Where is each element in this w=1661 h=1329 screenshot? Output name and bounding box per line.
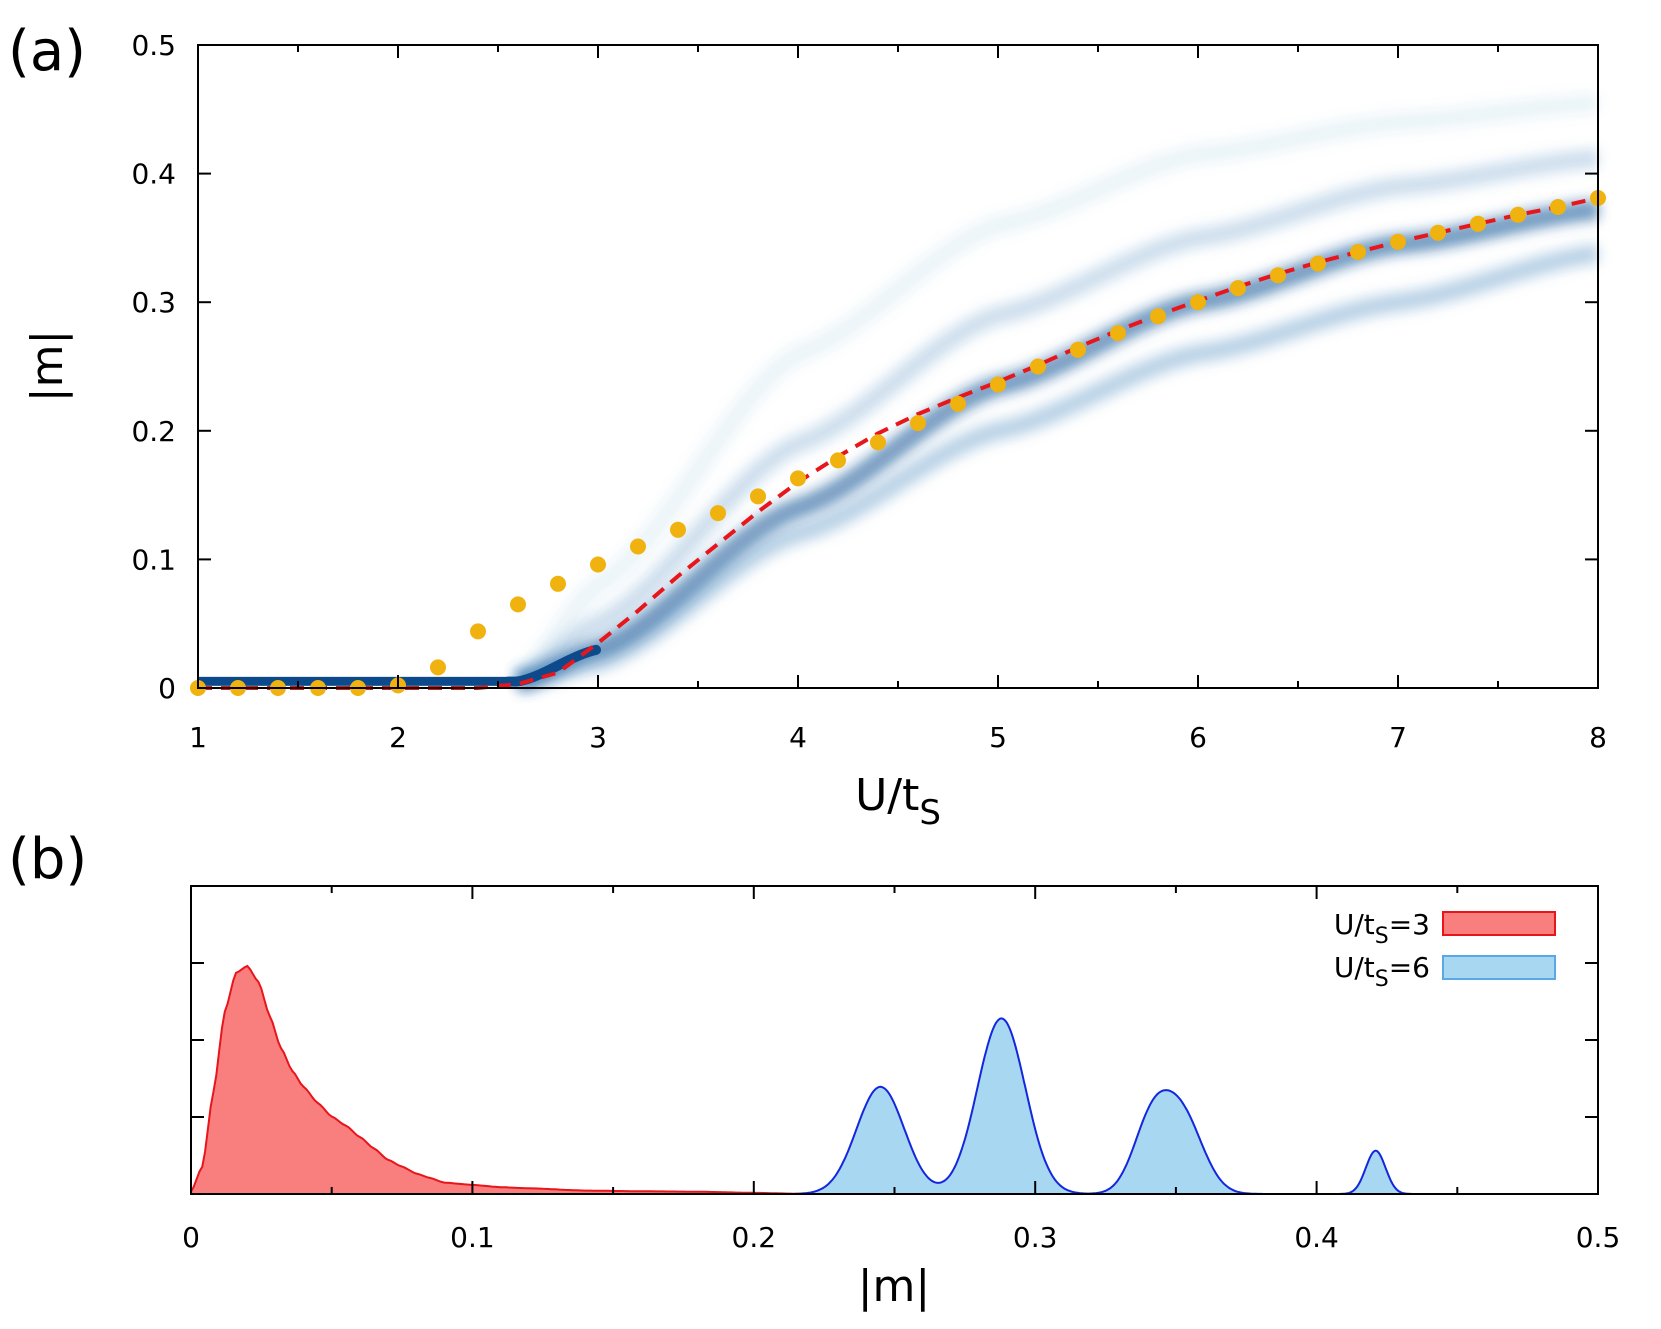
data-point: [710, 505, 726, 522]
data-point: [470, 623, 486, 640]
data-point: [1310, 255, 1326, 272]
x-tick-label: 3: [589, 721, 607, 754]
panel-b: (b) 0 0.1 0.2 0.3 0.4 0.5 |m| U/tS=3 U/tS=6: [8, 827, 1620, 1312]
area-series-u6: [795, 1017, 1430, 1195]
data-point: [630, 538, 646, 555]
x-tick-label: 6: [1189, 721, 1207, 754]
data-point: [1190, 294, 1206, 311]
heatmap-branch-core: [517, 249, 1599, 686]
y-tick-label: 0.1: [131, 543, 176, 576]
y-tick-label: 0.5: [131, 29, 176, 62]
data-point: [1390, 233, 1406, 250]
data-point: [1150, 308, 1166, 325]
panel-a-y-axis-title: |m|: [22, 330, 73, 403]
data-point: [870, 434, 886, 451]
area-series-u3: [190, 964, 811, 1195]
x-tick-label: 7: [1389, 721, 1407, 754]
panel-a-x-axis-title-subscript: S: [919, 793, 941, 833]
x-tick-label: 0.3: [1013, 1221, 1058, 1254]
data-point: [1550, 199, 1566, 215]
heatmap-branch-core: [516, 205, 1599, 686]
y-tick-label: 0.3: [131, 286, 176, 319]
data-point: [910, 415, 926, 432]
x-tick-label: 8: [1589, 721, 1607, 754]
y-tick-label: 0: [158, 672, 176, 705]
data-point: [550, 575, 566, 592]
panel-a-y-ticks: 0 0.1 0.2 0.3 0.4 0.5: [131, 29, 1598, 705]
data-point: [790, 470, 806, 487]
legend-label-u6: U/tS=6: [1334, 951, 1430, 992]
panel-b-legend: U/tS=3 U/tS=6: [1334, 908, 1556, 992]
y-tick-label: 0.4: [131, 158, 176, 191]
data-point: [1070, 341, 1086, 358]
panel-b-series: [190, 964, 1430, 1195]
data-point: [990, 376, 1006, 393]
x-tick-label: 0.1: [450, 1221, 495, 1254]
panel-b-x-ticks: 0 0.1 0.2 0.3 0.4 0.5: [182, 886, 1620, 1254]
panel-a: (a) 1 2 3 4 5 6 7 8 0 0.1 0.2 0.3 0.4 0.5 U/tS |m|: [8, 19, 1607, 833]
panel-b-x-axis-title: |m|: [858, 1261, 931, 1312]
panel-a-label: (a): [8, 19, 86, 84]
data-point: [1430, 224, 1446, 241]
data-point: [510, 596, 526, 613]
x-tick-label: 0.2: [732, 1221, 777, 1254]
data-point: [430, 659, 446, 676]
x-tick-label: 2: [389, 721, 407, 754]
data-point: [1270, 267, 1286, 284]
y-tick-label: 0.2: [131, 415, 176, 448]
data-point: [670, 521, 686, 538]
legend-swatch-u3: [1442, 911, 1556, 936]
data-point: [830, 452, 846, 469]
panel-b-label: (b): [8, 827, 87, 892]
legend-entry-u6: U/tS=6: [1334, 951, 1556, 992]
data-point: [590, 556, 606, 573]
x-tick-label: 1: [189, 721, 207, 754]
data-point: [1510, 206, 1526, 223]
data-point: [1030, 358, 1046, 375]
x-tick-label: 0: [182, 1221, 200, 1254]
data-point: [1470, 215, 1486, 232]
x-tick-label: 0.4: [1294, 1221, 1339, 1254]
data-point: [950, 395, 966, 412]
data-point: [1350, 244, 1366, 260]
x-tick-label: 0.5: [1576, 1221, 1621, 1254]
x-tick-label: 5: [989, 721, 1007, 754]
data-point: [750, 488, 766, 505]
heatmap-branch-core: [516, 154, 1599, 686]
panel-b-y-ticks: [191, 962, 1598, 1118]
legend-entry-u3: U/tS=3: [1334, 908, 1556, 949]
heatmap-branch-core: [515, 98, 1599, 685]
panel-a-x-axis-title: U/tS: [855, 770, 941, 833]
x-tick-label: 4: [789, 721, 807, 754]
legend-label-u3: U/tS=3: [1334, 908, 1430, 949]
panel-a-heatmap: [198, 91, 1600, 693]
data-point: [1110, 325, 1126, 342]
panel-a-x-ticks: 1 2 3 4 5 6 7 8: [189, 45, 1607, 754]
data-point: [1230, 280, 1246, 297]
legend-swatch-u6: [1442, 955, 1556, 980]
